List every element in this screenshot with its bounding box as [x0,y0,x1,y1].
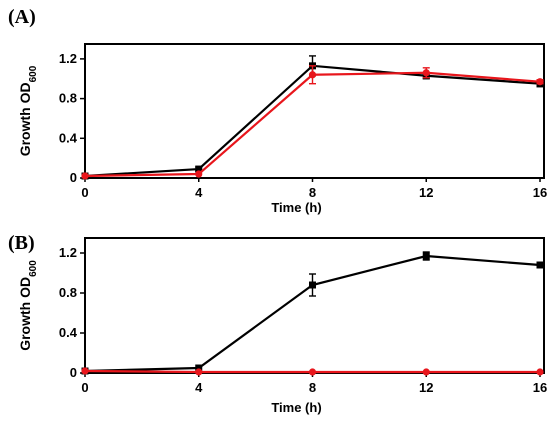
chart-b-series-1-point [536,368,544,376]
chart-b-ylabel: Growth OD600 [17,260,39,351]
chart-a-xtick-label: 16 [533,185,547,200]
chart-b-series-1-point [422,368,430,376]
chart-a-series-1-point [195,170,203,178]
chart-b-series-1-point [195,368,203,376]
chart-a-series-1-point [81,172,89,180]
chart-b-ytick-label: 0.4 [59,325,78,340]
chart-a-series-1-point [308,71,317,79]
chart-a-ytick-label: 0.4 [59,130,78,145]
chart-b-xtick-label: 16 [533,380,547,395]
chart-b-xlabel: Time (h) [271,400,321,415]
chart-b-series-1-point [81,367,89,375]
chart-b-xtick-label: 8 [309,380,316,395]
chart-a-series-1-point [422,69,430,77]
chart-a-ytick-label: 1.2 [59,51,77,66]
chart-a-ytick-label: 0 [70,170,77,185]
chart-b-ytick-label: 0.8 [59,285,77,300]
chart-a-xtick-label: 8 [309,185,316,200]
panel-a-label: (A) [8,6,36,28]
chart-a-plot-frame [84,43,545,179]
chart-a-xtick-label: 4 [195,185,203,200]
chart-b-plot-frame [84,237,545,374]
chart-a-ytick-label: 0.8 [59,91,77,106]
panel-b-label: (B) [8,232,35,254]
chart-b-series-0-point [422,252,430,260]
chart-a-series-0-point [195,165,203,173]
chart-b-series-0-line [84,254,541,373]
chart-b-xtick-label: 4 [195,380,203,395]
chart-a-xtick-label: 0 [81,185,88,200]
chart-a-xlabel: Time (h) [271,200,321,215]
chart-b-ytick-label: 0 [70,365,77,380]
chart-a-ylabel: Growth OD600 [17,65,39,156]
chart-b-ytick-label: 1.2 [59,245,77,260]
chart-b-series-0-point [309,281,316,289]
chart-b-xtick-label: 0 [81,380,88,395]
chart-a-series-1-point [536,78,544,86]
chart-b-series-1-point [308,368,317,376]
chart-b-series-0-point [195,364,203,372]
chart-b-xtick-label: 12 [419,380,433,395]
chart-b-series-0-point [536,261,544,269]
chart-a-xtick-label: 12 [419,185,433,200]
